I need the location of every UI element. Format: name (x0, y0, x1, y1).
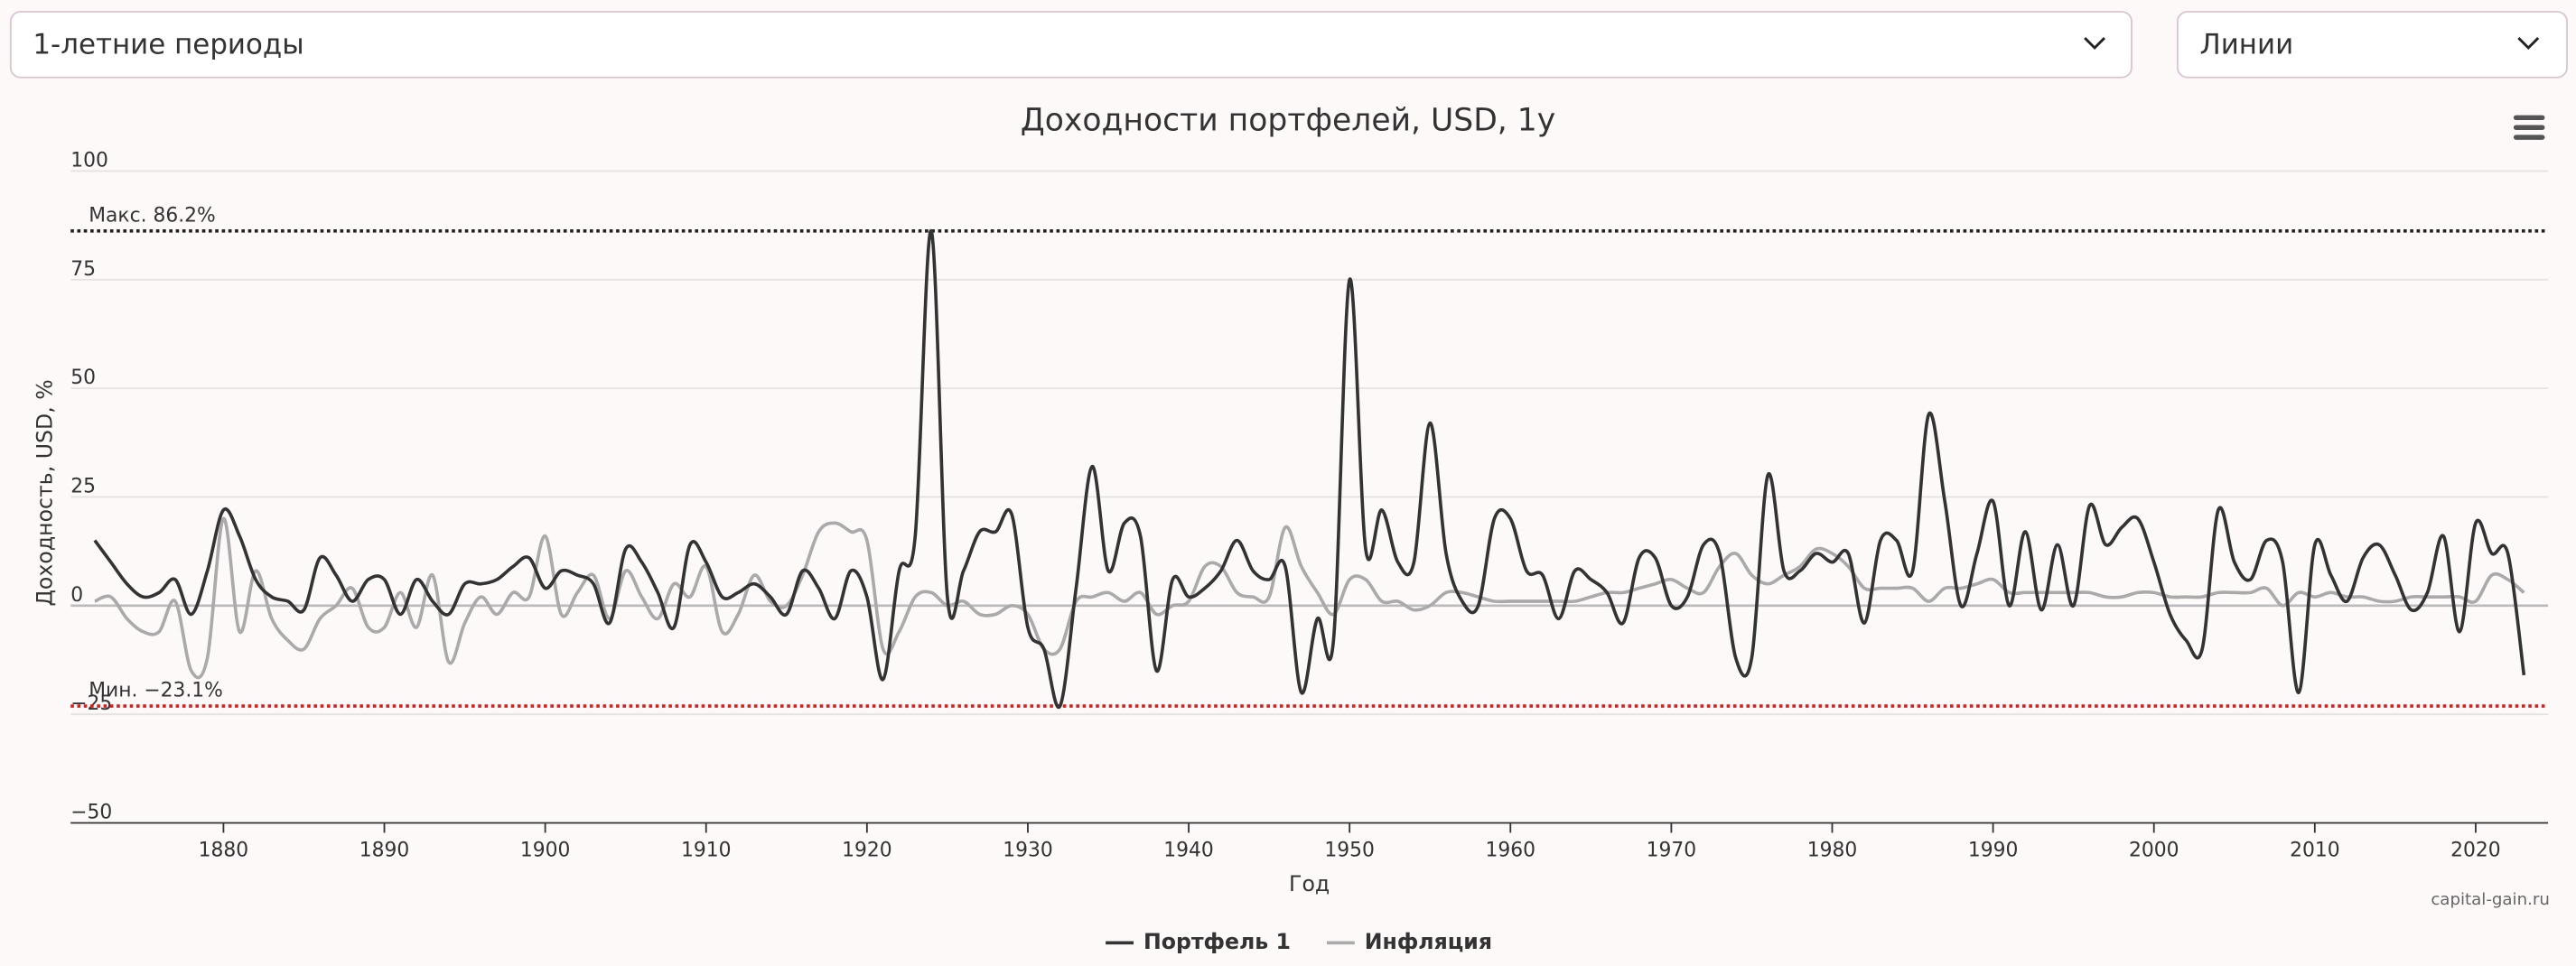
x-tick-label: 2010 (2290, 839, 2340, 861)
y-tick-label: 50 (70, 367, 96, 389)
y-tick-label: 100 (70, 149, 108, 172)
legend-item[interactable]: Инфляция (1326, 929, 1492, 954)
y-tick-label: 0 (70, 584, 83, 607)
x-tick-label: 1910 (681, 839, 732, 861)
x-tick-label: 1930 (1003, 839, 1053, 861)
plot-line-label: Мин. −23.1% (89, 680, 223, 702)
plot-line-label: Макс. 86.2% (89, 204, 216, 227)
x-tick-label: 2020 (2450, 839, 2501, 861)
x-tick-label: 2000 (2129, 839, 2179, 861)
y-tick-label: 25 (70, 476, 96, 498)
x-tick-label: 1960 (1486, 839, 1536, 861)
x-tick-label: 1980 (1807, 839, 1858, 861)
x-tick-label: 1920 (842, 839, 892, 861)
period-dropdown[interactable]: 1-летние периоды (9, 11, 2133, 79)
y-tick-label: −50 (70, 802, 112, 824)
view-dropdown[interactable]: Линии (2177, 11, 2568, 79)
period-dropdown-text: 1-летние периоды (33, 29, 303, 61)
x-axis-title: Год (1289, 871, 1330, 896)
x-tick-label: 1900 (520, 839, 571, 861)
series-line (94, 516, 2525, 680)
x-tick-label: 1940 (1163, 839, 1214, 861)
series-line (93, 228, 2526, 710)
x-tick-label: 1950 (1324, 839, 1375, 861)
credits: capital-gain.ru (2431, 890, 2550, 909)
y-axis-title: Доходность, USD, % (32, 379, 57, 606)
menu-button[interactable] (2513, 115, 2545, 140)
legend-item[interactable]: Портфель 1 (1106, 929, 1291, 954)
x-tick-label: 1890 (359, 839, 410, 861)
y-tick-label: −25 (70, 692, 112, 715)
chart-title: Доходности портфелей, USD, 1у (1021, 102, 1555, 138)
x-tick-label: 1990 (1968, 839, 2019, 861)
legend-label: Инфляция (1365, 929, 1492, 954)
legend-label: Портфель 1 (1143, 929, 1291, 954)
x-tick-label: 1970 (1647, 839, 1697, 861)
view-dropdown-text: Линии (2199, 29, 2293, 61)
x-tick-label: 1880 (199, 839, 249, 861)
y-tick-label: 75 (70, 258, 96, 281)
